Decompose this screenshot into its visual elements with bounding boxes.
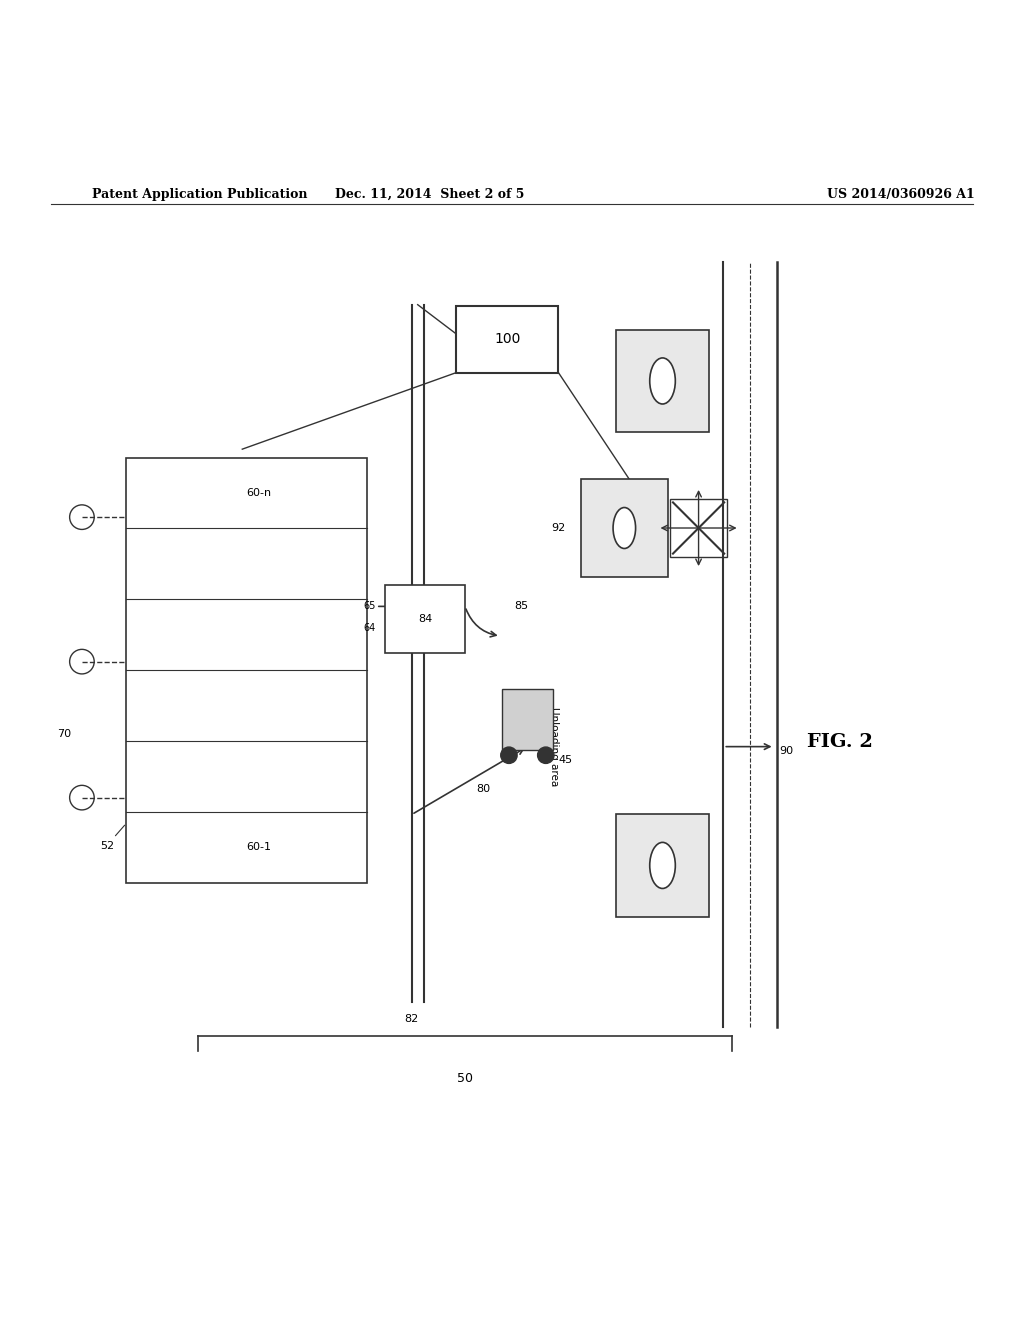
Text: 80: 80	[476, 784, 489, 795]
Text: Unloading area: Unloading area	[549, 708, 559, 787]
Bar	[456, 306, 558, 372]
Text: 60-n: 60-n	[246, 488, 271, 498]
Text: 64: 64	[364, 623, 376, 632]
Circle shape	[501, 747, 517, 763]
Ellipse shape	[613, 507, 636, 549]
Bar	[581, 479, 668, 577]
Bar	[385, 585, 465, 653]
Text: 45: 45	[558, 755, 572, 766]
Text: 85: 85	[514, 602, 528, 611]
Bar	[670, 499, 727, 557]
Text: 90: 90	[779, 746, 794, 756]
Text: US 2014/0360926 A1: US 2014/0360926 A1	[827, 187, 975, 201]
Text: 50: 50	[457, 1072, 473, 1085]
Ellipse shape	[650, 358, 676, 404]
Bar	[127, 458, 367, 883]
Bar	[616, 330, 709, 432]
Bar	[616, 814, 709, 916]
Text: Dec. 11, 2014  Sheet 2 of 5: Dec. 11, 2014 Sheet 2 of 5	[336, 187, 524, 201]
Text: 65: 65	[364, 602, 376, 611]
Text: 60-1: 60-1	[246, 842, 271, 853]
Text: 100: 100	[495, 333, 520, 346]
Text: FIG. 2: FIG. 2	[807, 733, 872, 751]
Text: Patent Application Publication: Patent Application Publication	[92, 187, 307, 201]
Text: 70: 70	[57, 729, 71, 739]
Circle shape	[538, 747, 554, 763]
Bar	[502, 689, 553, 750]
Text: 84: 84	[418, 614, 432, 624]
Text: 82: 82	[404, 1014, 419, 1023]
Ellipse shape	[650, 842, 676, 888]
Text: 52: 52	[99, 825, 125, 850]
Text: 92: 92	[551, 523, 565, 533]
